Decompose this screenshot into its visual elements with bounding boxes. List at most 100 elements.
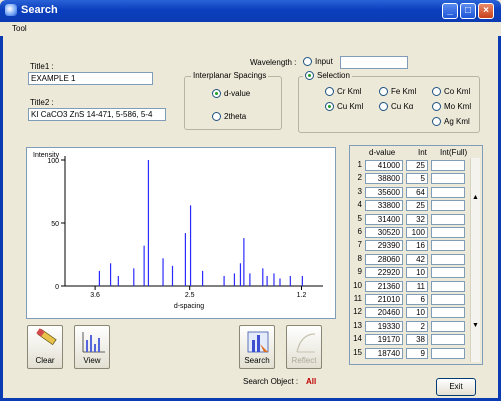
cell-int-full[interactable]	[431, 160, 465, 171]
cell-int[interactable]: 10	[406, 307, 428, 319]
cell-int[interactable]: 25	[406, 160, 428, 171]
row-number: 7	[357, 240, 362, 250]
table-row[interactable]: 8 28060 42	[352, 253, 468, 265]
cell-d-value[interactable]: 21010	[365, 294, 403, 305]
window-frame	[0, 36, 501, 401]
cell-int-full[interactable]	[431, 267, 465, 279]
cell-d-value[interactable]: 28060	[365, 253, 403, 265]
cell-int[interactable]: 10	[406, 267, 428, 279]
cell-int[interactable]: 2	[406, 320, 428, 332]
selection-radio[interactable]: Selection	[303, 71, 352, 80]
cell-d-value[interactable]: 31400	[365, 213, 403, 225]
menu-tool[interactable]: Tool	[12, 24, 27, 33]
cell-int[interactable]: 11	[406, 280, 428, 292]
cell-d-value[interactable]: 29390	[365, 240, 403, 252]
cell-int[interactable]: 25	[406, 200, 428, 212]
cell-int-full[interactable]	[431, 186, 465, 198]
view-button[interactable]: View	[74, 325, 110, 369]
cell-int-full[interactable]	[431, 173, 465, 185]
reflect-button[interactable]: Reflect	[286, 325, 322, 369]
cell-int[interactable]: 38	[406, 334, 428, 346]
maximize-button[interactable]: □	[460, 3, 476, 19]
minimize-button[interactable]: _	[442, 3, 458, 19]
table-row[interactable]: 4 33800 25	[352, 200, 468, 212]
cell-int-full[interactable]	[431, 320, 465, 332]
cell-d-value[interactable]: 30520	[365, 227, 403, 238]
wavelength-label: Wavelength :	[250, 58, 297, 67]
table-row[interactable]: 15 18740 9	[352, 347, 468, 359]
cell-d-value[interactable]: 18740	[365, 347, 403, 359]
cell-d-value[interactable]: 22920	[365, 267, 403, 279]
radio-dot	[212, 112, 221, 121]
reflect-label: Reflect	[291, 356, 317, 365]
cell-int-full[interactable]	[431, 294, 465, 305]
table-row[interactable]: 13 19330 2	[352, 320, 468, 332]
cell-int-full[interactable]	[431, 334, 465, 346]
cr-kml-radio[interactable]: Cr Kml	[325, 87, 361, 96]
row-number: 9	[357, 267, 362, 277]
wavelength-input-field[interactable]	[340, 56, 408, 69]
table-row[interactable]: 10 21360 11	[352, 280, 468, 292]
cell-int-full[interactable]	[431, 280, 465, 292]
table-row[interactable]: 11 21010 6	[352, 294, 468, 305]
fe-kml-radio[interactable]: Fe Kml	[379, 87, 416, 96]
search-button[interactable]: Search	[239, 325, 275, 369]
cell-d-value[interactable]: 38800	[365, 173, 403, 185]
table-row[interactable]: 5 31400 32	[352, 213, 468, 225]
cell-int[interactable]: 5	[406, 173, 428, 185]
cell-d-value[interactable]: 35600	[365, 186, 403, 198]
cell-int[interactable]: 16	[406, 240, 428, 252]
exit-button[interactable]: Exit	[436, 378, 476, 396]
cell-int[interactable]: 100	[406, 227, 428, 238]
cell-int-full[interactable]	[431, 240, 465, 252]
cell-int[interactable]: 9	[406, 347, 428, 359]
cell-int-full[interactable]	[431, 347, 465, 359]
table-row[interactable]: 7 29390 16	[352, 240, 468, 252]
cell-int-full[interactable]	[431, 307, 465, 319]
cr-kml-label: Cr Kml	[337, 87, 362, 96]
y-tick-label: 50	[51, 221, 59, 228]
table-row[interactable]: 9 22920 10	[352, 267, 468, 279]
cell-int-full[interactable]	[431, 253, 465, 265]
cell-int-full[interactable]	[431, 200, 465, 212]
cell-int[interactable]: 64	[406, 186, 428, 198]
wavelength-input-radio[interactable]: Input	[303, 57, 333, 66]
table-row[interactable]: 1 41000 25	[352, 160, 468, 171]
ag-kml-radio[interactable]: Ag Kml	[432, 117, 470, 126]
scroll-down-arrow[interactable]: ▼	[472, 322, 479, 329]
reflect-icon	[296, 333, 316, 353]
y-tick-label: 100	[47, 158, 59, 165]
row-number: 3	[357, 186, 362, 196]
table-row[interactable]: 3 35600 64	[352, 186, 468, 198]
title1-label: Title1 :	[30, 62, 54, 71]
2theta-radio[interactable]: 2theta	[212, 112, 246, 121]
scroll-up-arrow[interactable]: ▲	[472, 194, 479, 201]
cu-kml-radio[interactable]: Cu Kml	[325, 102, 363, 111]
cell-int[interactable]: 32	[406, 213, 428, 225]
mo-kml-radio[interactable]: Mo Kml	[432, 102, 471, 111]
cell-int-full[interactable]	[431, 227, 465, 238]
cell-d-value[interactable]: 33800	[365, 200, 403, 212]
cell-d-value[interactable]: 19170	[365, 334, 403, 346]
cell-int[interactable]: 6	[406, 294, 428, 305]
dvalue-radio[interactable]: d-value	[212, 89, 250, 98]
title2-field[interactable]: KI CaCO3 ZnS 14-471, 5-586, 5-4	[28, 108, 166, 121]
header-int-full: Int(Full)	[440, 148, 468, 157]
table-row[interactable]: 6 30520 100	[352, 227, 468, 238]
table-row[interactable]: 14 19170 38	[352, 334, 468, 346]
title1-field[interactable]: EXAMPLE 1	[28, 72, 153, 85]
cell-d-value[interactable]: 41000	[365, 160, 403, 171]
cell-d-value[interactable]: 19330	[365, 320, 403, 332]
table-row[interactable]: 12 20460 10	[352, 307, 468, 319]
table-row[interactable]: 2 38800 5	[352, 173, 468, 185]
close-button[interactable]: ×	[478, 3, 494, 19]
cell-d-value[interactable]: 20460	[365, 307, 403, 319]
cell-int-full[interactable]	[431, 213, 465, 225]
cell-d-value[interactable]: 21360	[365, 280, 403, 292]
co-kml-radio[interactable]: Co Kml	[432, 87, 470, 96]
cell-int[interactable]: 42	[406, 253, 428, 265]
cu-ka-radio[interactable]: Cu Kα	[379, 102, 413, 111]
table-scrollbar[interactable]: ▲ ▼	[470, 158, 480, 362]
clear-button[interactable]: Clear	[27, 325, 63, 369]
